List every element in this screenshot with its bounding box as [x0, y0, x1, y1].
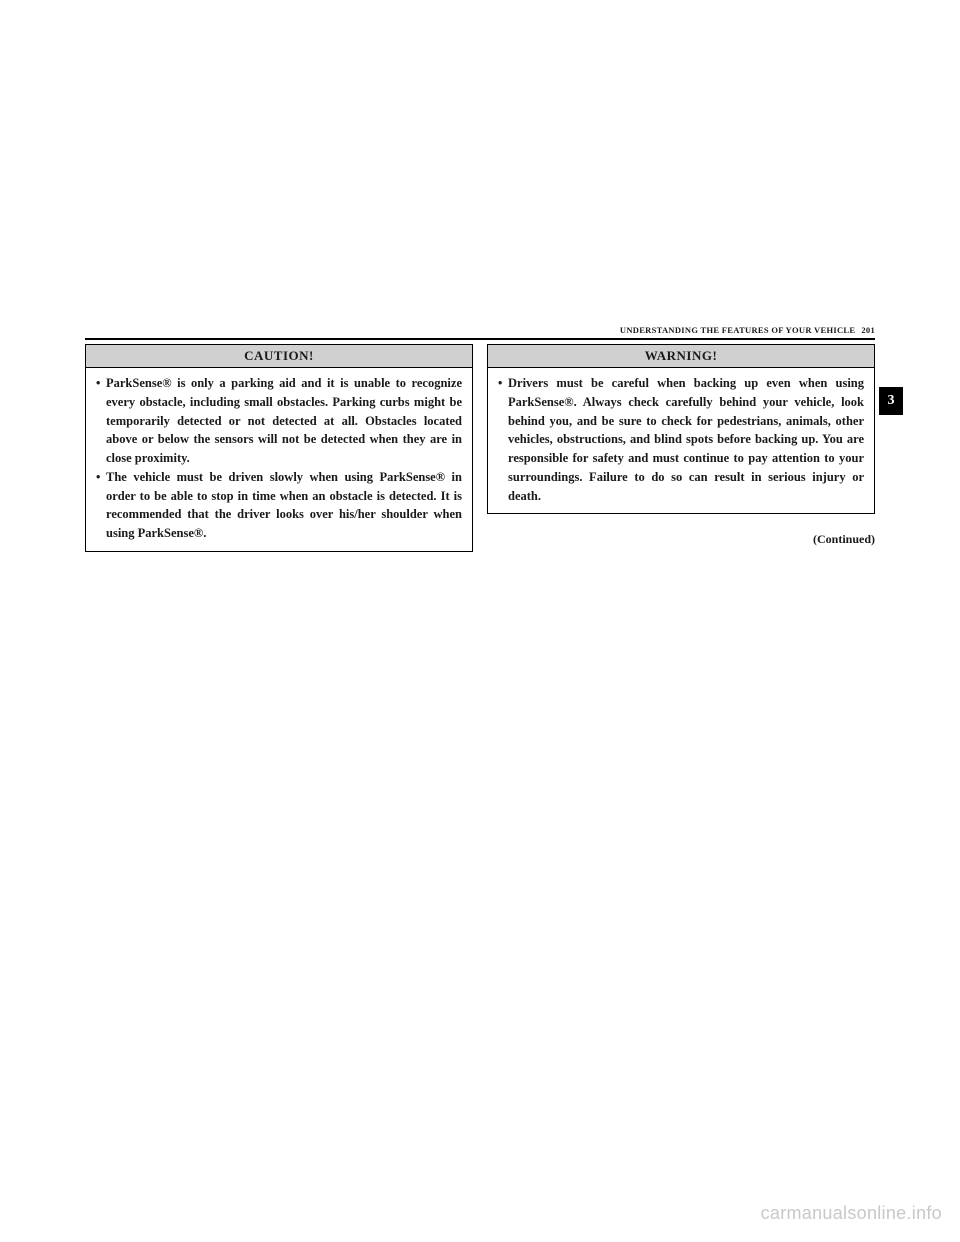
left-column: CAUTION! ParkSense® is only a parking ai… — [85, 344, 473, 552]
caution-item: The vehicle must be driven slowly when u… — [96, 468, 462, 543]
warning-title: WARNING! — [488, 345, 874, 368]
caution-item: ParkSense® is only a parking aid and it … — [96, 374, 462, 468]
right-column: WARNING! Drivers must be careful when ba… — [487, 344, 875, 552]
section-tab: 3 — [879, 387, 903, 415]
caution-box: CAUTION! ParkSense® is only a parking ai… — [85, 344, 473, 552]
page-header: UNDERSTANDING THE FEATURES OF YOUR VEHIC… — [85, 325, 875, 338]
warning-box: WARNING! Drivers must be careful when ba… — [487, 344, 875, 514]
warning-body: Drivers must be careful when backing up … — [488, 368, 874, 513]
manual-page: UNDERSTANDING THE FEATURES OF YOUR VEHIC… — [85, 325, 875, 552]
page-number: 201 — [861, 325, 875, 335]
content-columns: CAUTION! ParkSense® is only a parking ai… — [85, 344, 875, 552]
watermark: carmanualsonline.info — [761, 1203, 942, 1224]
header-rule — [85, 338, 875, 340]
caution-title: CAUTION! — [86, 345, 472, 368]
section-title: UNDERSTANDING THE FEATURES OF YOUR VEHIC… — [620, 325, 855, 335]
caution-body: ParkSense® is only a parking aid and it … — [86, 368, 472, 551]
warning-item: Drivers must be careful when backing up … — [498, 374, 864, 505]
continued-label: (Continued) — [487, 532, 875, 547]
